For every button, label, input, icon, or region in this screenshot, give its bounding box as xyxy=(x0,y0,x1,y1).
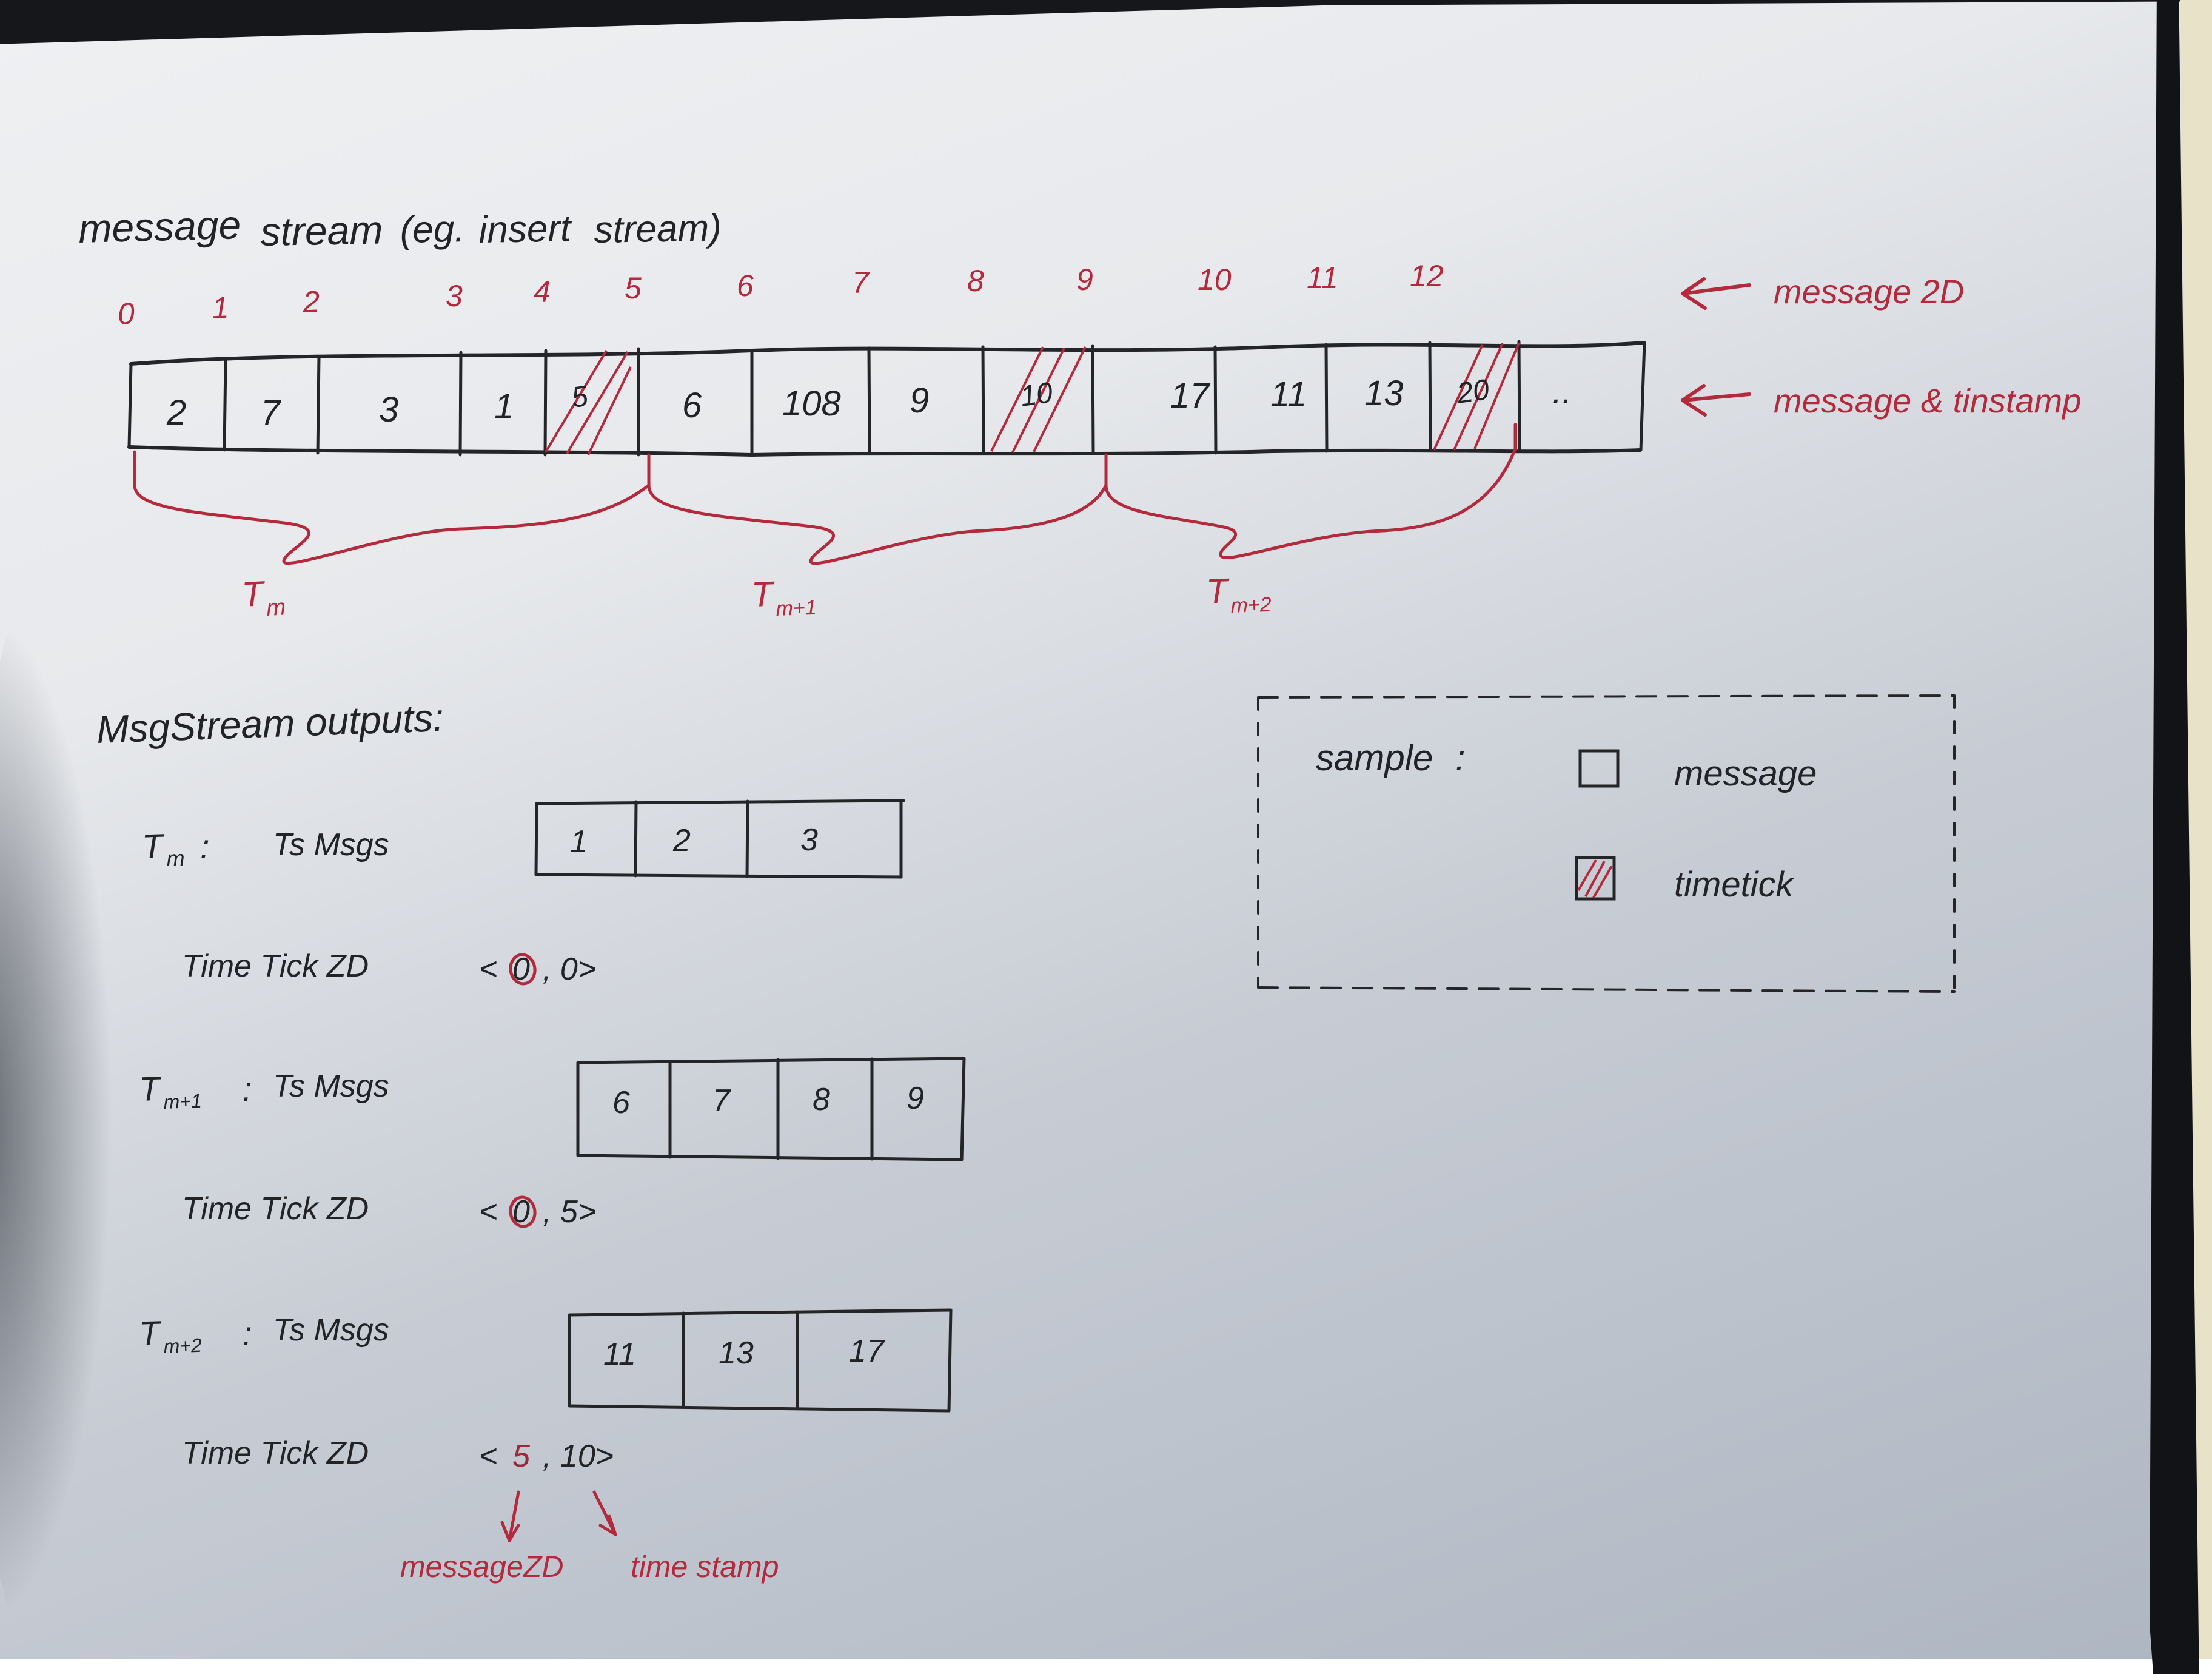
svg-text:message: message xyxy=(1674,754,1817,793)
svg-text:T: T xyxy=(141,827,166,866)
svg-text:12: 12 xyxy=(1410,259,1444,293)
svg-text:10: 10 xyxy=(1018,377,1055,413)
svg-text:m+2: m+2 xyxy=(163,1334,203,1357)
svg-text:2: 2 xyxy=(166,393,186,432)
svg-text:..: .. xyxy=(1552,372,1572,411)
svg-text::: : xyxy=(1455,738,1466,778)
svg-text:stream: stream xyxy=(260,207,383,254)
svg-text:Time Tick ZD: Time Tick ZD xyxy=(182,1436,369,1471)
svg-text:20: 20 xyxy=(1454,374,1492,410)
svg-text:m: m xyxy=(166,845,185,871)
svg-text:messageZD: messageZD xyxy=(400,1550,564,1584)
svg-text:m+1: m+1 xyxy=(163,1090,202,1113)
svg-text:5: 5 xyxy=(512,1439,531,1474)
svg-text:7: 7 xyxy=(852,266,870,300)
svg-text:message: message xyxy=(78,202,241,251)
svg-text:MsgStream outputs:: MsgStream outputs: xyxy=(96,696,444,751)
svg-text:(eg.: (eg. xyxy=(400,208,465,251)
svg-text:sample: sample xyxy=(1316,738,1433,778)
svg-text:m+2: m+2 xyxy=(1230,593,1272,617)
svg-text::: : xyxy=(200,827,210,866)
svg-text:7: 7 xyxy=(261,393,282,432)
svg-text:5: 5 xyxy=(625,271,642,305)
svg-text:m: m xyxy=(266,594,286,621)
svg-text::: : xyxy=(243,1314,252,1353)
svg-text:, 0>: , 0> xyxy=(543,952,596,987)
svg-text:3: 3 xyxy=(446,279,463,313)
svg-text:stream): stream) xyxy=(594,207,722,251)
svg-text:9: 9 xyxy=(1076,263,1093,297)
svg-text:T: T xyxy=(138,1314,163,1353)
svg-text:1: 1 xyxy=(494,387,514,426)
svg-text:T: T xyxy=(1205,571,1230,611)
svg-text:Time Tick ZD: Time Tick ZD xyxy=(182,949,369,984)
svg-text:3: 3 xyxy=(379,390,398,429)
svg-text:7: 7 xyxy=(712,1083,731,1118)
svg-text:<: < xyxy=(479,1439,497,1474)
svg-text:17: 17 xyxy=(1170,376,1211,415)
svg-text:2: 2 xyxy=(672,823,691,858)
svg-text:8: 8 xyxy=(967,264,984,298)
svg-text:m+1: m+1 xyxy=(776,596,817,620)
svg-text:, 5>: , 5> xyxy=(543,1194,596,1229)
svg-text:T: T xyxy=(751,574,776,614)
svg-text:1: 1 xyxy=(211,291,229,325)
svg-text:0: 0 xyxy=(117,297,136,331)
svg-text:<: < xyxy=(479,1194,497,1229)
svg-text:17: 17 xyxy=(849,1334,885,1369)
svg-text:Ts Msgs: Ts Msgs xyxy=(273,827,389,862)
svg-text:insert: insert xyxy=(478,207,573,251)
svg-text:6: 6 xyxy=(682,386,702,425)
svg-text:9: 9 xyxy=(910,381,929,420)
svg-text:Ts Msgs: Ts Msgs xyxy=(273,1313,389,1348)
svg-text:timetick: timetick xyxy=(1674,865,1795,904)
svg-text:message 2D: message 2D xyxy=(1774,272,1964,311)
svg-text:3: 3 xyxy=(800,822,818,858)
svg-text:1: 1 xyxy=(570,824,588,859)
svg-text:<: < xyxy=(479,952,497,987)
svg-text:10: 10 xyxy=(1198,263,1232,297)
svg-text:8: 8 xyxy=(813,1082,830,1117)
svg-text:4: 4 xyxy=(534,275,551,309)
svg-text:6: 6 xyxy=(612,1085,630,1120)
svg-text:message & tinstamp: message & tinstamp xyxy=(1774,382,2081,420)
svg-text:108: 108 xyxy=(782,384,841,423)
svg-text:2: 2 xyxy=(301,284,320,319)
svg-text:Ts Msgs: Ts Msgs xyxy=(273,1069,389,1104)
svg-text:time stamp: time stamp xyxy=(631,1550,779,1584)
svg-text:, 10>: , 10> xyxy=(543,1439,614,1474)
svg-text:6: 6 xyxy=(737,269,754,303)
svg-text:11: 11 xyxy=(1270,375,1307,414)
svg-text:11: 11 xyxy=(1307,261,1338,295)
svg-text:Time Tick ZD: Time Tick ZD xyxy=(182,1191,369,1226)
svg-text:T: T xyxy=(138,1069,163,1108)
svg-text:11: 11 xyxy=(603,1337,636,1372)
svg-text:13: 13 xyxy=(1364,374,1404,413)
svg-text:13: 13 xyxy=(719,1336,754,1371)
svg-text::: : xyxy=(243,1070,252,1108)
svg-text:T: T xyxy=(241,574,266,614)
svg-text:9: 9 xyxy=(907,1081,924,1116)
